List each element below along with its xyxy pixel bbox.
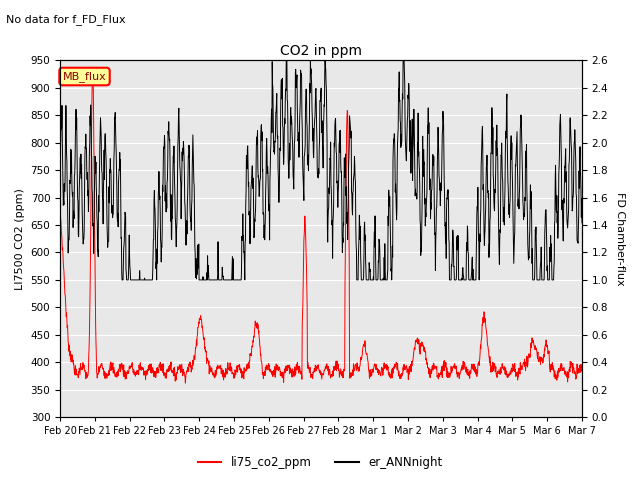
Line: er_ANNnight: er_ANNnight [60, 60, 582, 280]
er_ANNnight [545, 277, 553, 283]
li75_co2_ppm [578, 363, 586, 369]
li75_co2_ppm [89, 64, 97, 70]
er_ANNnight [282, 58, 290, 63]
li75_co2_ppm [150, 372, 157, 378]
er_ANNnight [150, 237, 157, 242]
Y-axis label: LI7500 CO2 (ppm): LI7500 CO2 (ppm) [15, 188, 25, 290]
Text: MB_flux: MB_flux [63, 71, 106, 82]
Y-axis label: FD Chamber-flux: FD Chamber-flux [615, 192, 625, 286]
er_ANNnight [578, 220, 586, 226]
li75_co2_ppm [56, 201, 64, 207]
er_ANNnight [417, 221, 424, 227]
li75_co2_ppm [545, 348, 553, 354]
er_ANNnight [324, 239, 332, 245]
Title: CO2 in ppm: CO2 in ppm [280, 44, 362, 58]
li75_co2_ppm [324, 365, 332, 371]
er_ANNnight [66, 178, 74, 183]
Text: No data for f_FD_Flux: No data for f_FD_Flux [6, 14, 126, 25]
er_ANNnight [56, 177, 64, 182]
li75_co2_ppm [182, 380, 189, 386]
er_ANNnight [293, 76, 301, 82]
Line: li75_co2_ppm: li75_co2_ppm [60, 67, 582, 383]
li75_co2_ppm [293, 367, 301, 373]
li75_co2_ppm [417, 340, 424, 346]
er_ANNnight [118, 277, 126, 283]
li75_co2_ppm [66, 352, 74, 358]
Legend: li75_co2_ppm, er_ANNnight: li75_co2_ppm, er_ANNnight [193, 452, 447, 474]
